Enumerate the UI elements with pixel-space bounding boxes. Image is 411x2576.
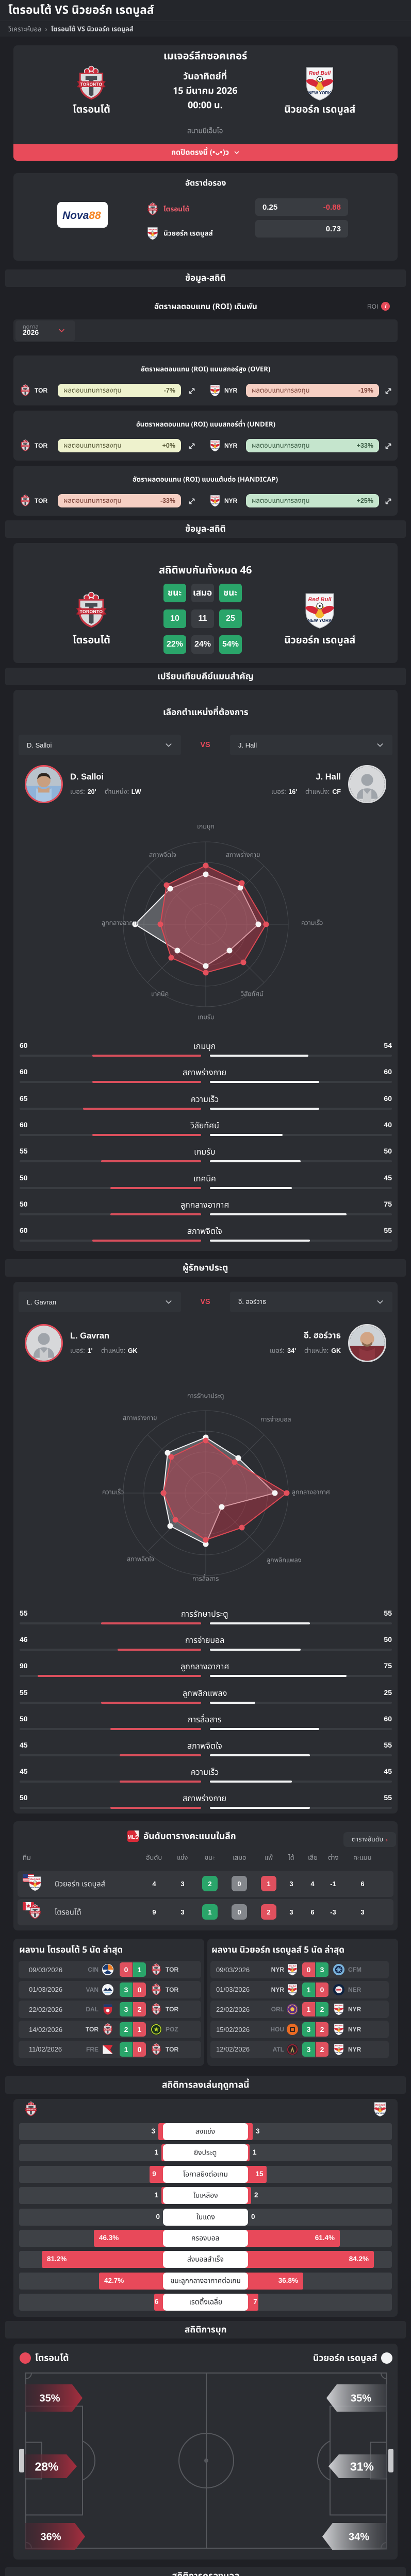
svg-text:Red Bull: Red Bull (375, 2104, 385, 2106)
svg-text:Red Bull: Red Bull (335, 2045, 343, 2047)
svg-text:31%: 31% (350, 2460, 374, 2473)
svg-text:Red Bull: Red Bull (335, 2005, 343, 2007)
svg-text:TORONTO: TORONTO (80, 82, 102, 87)
svg-text:Red Bull: Red Bull (289, 1965, 297, 1967)
svg-text:36%: 36% (40, 2532, 61, 2543)
svg-text:NEW YORK: NEW YORK (335, 2012, 342, 2014)
svg-text:F C: F C (155, 1991, 157, 1992)
svg-text:NEW YORK: NEW YORK (288, 1972, 296, 1974)
svg-text:NEW YORK: NEW YORK (308, 91, 331, 95)
svg-text:NEW YORK: NEW YORK (211, 448, 219, 450)
svg-text:F C: F C (24, 393, 26, 394)
svg-text:NEW YORK: NEW YORK (211, 503, 219, 505)
svg-text:Red Bull: Red Bull (30, 1878, 40, 1880)
svg-text:F C: F C (24, 503, 26, 504)
svg-text:F C: F C (152, 211, 154, 212)
svg-text:Red Bull: Red Bull (308, 597, 332, 603)
svg-text:Red Bull: Red Bull (289, 1985, 297, 1987)
svg-text:Red Bull: Red Bull (335, 2025, 343, 2027)
svg-text:Red Bull: Red Bull (211, 386, 220, 388)
svg-text:NEW YORK: NEW YORK (30, 1887, 40, 1889)
svg-text:TORONTO: TORONTO (149, 209, 157, 211)
svg-text:MLS: MLS (127, 1835, 139, 1840)
svg-text:F C: F C (155, 1972, 157, 1973)
svg-text:NEW YORK: NEW YORK (335, 2052, 342, 2054)
svg-text:F C: F C (155, 2011, 157, 2012)
svg-text:F C: F C (30, 2111, 32, 2113)
svg-text:35%: 35% (351, 2393, 371, 2404)
svg-text:F C: F C (107, 2031, 109, 2032)
svg-text:Red Bull: Red Bull (211, 496, 220, 498)
svg-text:Red Bull: Red Bull (149, 228, 157, 231)
svg-text:TORONTO: TORONTO (30, 1911, 40, 1913)
svg-text:Nova88: Nova88 (62, 210, 101, 222)
svg-text:35%: 35% (39, 2393, 60, 2404)
svg-text:F C: F C (155, 2052, 157, 2053)
svg-text:34%: 34% (349, 2532, 369, 2543)
svg-text:NEW YORK: NEW YORK (308, 618, 332, 623)
svg-text:NEW YORK: NEW YORK (375, 2112, 385, 2114)
svg-text:F C: F C (34, 1914, 36, 1916)
svg-text:F C: F C (24, 448, 26, 449)
svg-text:TORONTO: TORONTO (153, 2048, 160, 2050)
svg-text:TORONTO: TORONTO (22, 500, 29, 502)
svg-text:TORONTO: TORONTO (26, 2109, 36, 2111)
svg-text:TORONTO: TORONTO (22, 445, 29, 447)
svg-text:Red Bull: Red Bull (309, 70, 332, 76)
svg-text:TORONTO: TORONTO (104, 2029, 112, 2031)
svg-text:TORONTO: TORONTO (153, 1989, 160, 1991)
svg-text:NEW YORK: NEW YORK (149, 236, 157, 238)
svg-text:28%: 28% (35, 2460, 58, 2473)
svg-text:NEW YORK: NEW YORK (288, 1992, 296, 1994)
svg-text:TORONTO: TORONTO (22, 390, 29, 392)
svg-text:TORONTO: TORONTO (80, 609, 103, 614)
svg-text:F C: F C (89, 89, 93, 92)
svg-text:Red Bull: Red Bull (211, 441, 220, 443)
svg-text:F C: F C (89, 616, 94, 619)
svg-text:NEW YORK: NEW YORK (335, 2031, 342, 2033)
svg-text:TORONTO: TORONTO (153, 2009, 160, 2011)
svg-text:NEW YORK: NEW YORK (211, 393, 219, 395)
svg-text:TORONTO: TORONTO (153, 1969, 160, 1971)
